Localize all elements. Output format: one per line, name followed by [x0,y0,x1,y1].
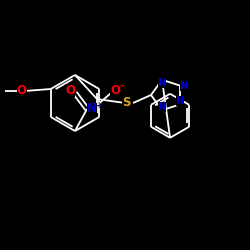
Text: N: N [87,102,97,116]
Text: O: O [65,84,75,96]
Text: O: O [110,84,120,96]
Text: +: + [96,100,102,110]
Text: -: - [120,81,124,91]
Text: O: O [17,84,27,98]
Text: N: N [176,96,184,106]
Text: N: N [158,102,166,112]
Text: N: N [158,78,166,88]
Text: N: N [180,80,188,90]
Text: S: S [122,96,130,110]
